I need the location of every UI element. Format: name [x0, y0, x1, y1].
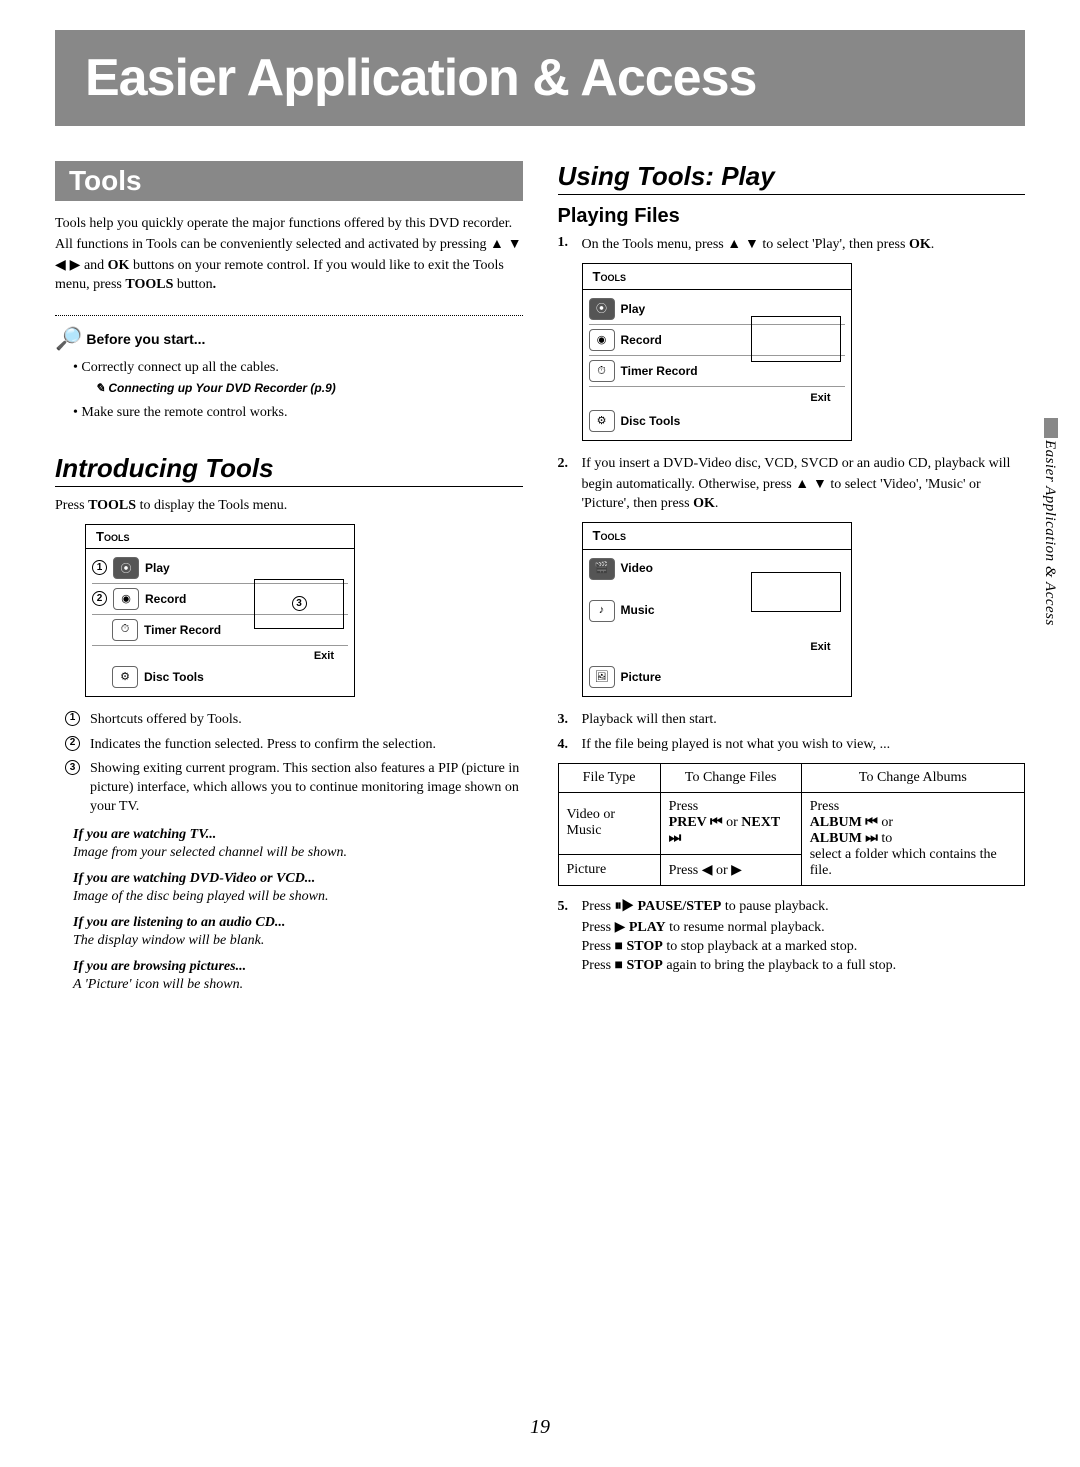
bs-ref-1-text: Connecting up Your DVD Recorder (p.9) — [108, 381, 335, 395]
pip-box: 3 — [254, 579, 344, 629]
tools-section-bar: Tools — [55, 161, 523, 201]
tools-menu-header: Tools — [86, 525, 354, 549]
scenario-1-t: Image from your selected channel will be… — [73, 845, 523, 861]
step-2: If you insert a DVD-Video disc, VCD, SVC… — [558, 455, 1026, 697]
m2-timer-icon: ⏱ — [589, 360, 615, 382]
menu-item-disc: Disc Tools — [144, 670, 204, 684]
bs-bullet-2: • Make sure the remote control works. — [55, 403, 523, 423]
file-type-table: File Type To Change Files To Change Albu… — [558, 763, 1026, 886]
scenario-4-h: If you are browsing pictures... — [73, 959, 523, 975]
def-2-text: Indicates the function selected. Press t… — [90, 736, 523, 755]
left-column: Tools Tools help you quickly operate the… — [55, 161, 523, 999]
def-1-num: 1 — [65, 711, 80, 726]
menu-item-record: Record — [145, 592, 186, 606]
disc-tools-menu-icon: ⚙ — [112, 666, 138, 688]
content-columns: Tools Tools help you quickly operate the… — [55, 161, 1025, 999]
magnifier-icon: 🔎 — [55, 326, 82, 352]
page-title-bar: Easier Application & Access — [55, 30, 1025, 126]
m3-music: Music — [621, 602, 655, 618]
m2-record-icon: ◉ — [589, 329, 615, 351]
side-tab-text: Easier Application & Access — [1041, 440, 1058, 626]
td-picture-files: Press ◀ or ▶ — [660, 854, 801, 885]
td-vm-files: PressPREV ⏮ or NEXT ⏭ — [660, 793, 801, 855]
step-1: On the Tools menu, press ▲ ▼ to select '… — [558, 234, 1026, 441]
menu2-header: Tools — [583, 264, 851, 291]
steps-list: On the Tools menu, press ▲ ▼ to select '… — [558, 234, 1026, 755]
tools-section-title: Tools — [69, 165, 509, 197]
introducing-tools-heading: Introducing Tools — [55, 453, 523, 487]
m2-disc: Disc Tools — [621, 413, 681, 429]
td-albums: PressALBUM ⏮ orALBUM ⏭ toselect a folder… — [801, 793, 1024, 886]
def-3-text: Showing exiting current program. This se… — [90, 760, 523, 817]
m2-record: Record — [621, 332, 662, 348]
m2-pip — [751, 316, 841, 362]
step-4: If the file being played is not what you… — [558, 736, 1026, 755]
menu-exit-label: Exit — [92, 648, 348, 664]
tools-menu-diagram-1: Tools 1 ⦿ Play 2 ◉ Record ⏱ Timer Recor — [85, 524, 355, 697]
bs-ref-1: ✎ Connecting up Your DVD Recorder (p.9) — [55, 381, 523, 395]
td-picture: Picture — [558, 854, 660, 885]
m3-video-icon: 🎬 — [589, 558, 615, 580]
th-filetype: File Type — [558, 764, 660, 793]
scenario-3-h: If you are listening to an audio CD... — [73, 915, 523, 931]
m2-timer: Timer Record — [621, 363, 698, 379]
th-changealbums: To Change Albums — [801, 764, 1024, 793]
step-5: Press ⏸▶ PAUSE/STEP to pause playback. P… — [558, 898, 1026, 976]
steps-list-2: Press ⏸▶ PAUSE/STEP to pause playback. P… — [558, 898, 1026, 976]
m2-play: Play — [621, 301, 646, 317]
before-you-start-heading: 🔎 Before you start... — [55, 326, 523, 352]
callout-1-icon: 1 — [92, 560, 107, 575]
scenario-2-h: If you are watching DVD-Video or VCD... — [73, 871, 523, 887]
def-1: 1 Shortcuts offered by Tools. — [65, 711, 523, 730]
def-1-text: Shortcuts offered by Tools. — [90, 711, 523, 730]
m2-disc-icon: ⚙ — [589, 410, 615, 432]
scenario-1-h: If you are watching TV... — [73, 827, 523, 843]
tools-menu-diagram-2: Tools ⦿ Play ◉ Record ⏱ Timer Record Exit ⚙… — [582, 263, 852, 441]
record-menu-icon: ◉ — [113, 588, 139, 610]
playing-files-heading: Playing Files — [558, 205, 1026, 228]
scenario-3-t: The display window will be blank. — [73, 933, 523, 949]
menu-item-play: Play — [145, 561, 170, 575]
introducing-tools-line: Press TOOLS to display the Tools menu. — [55, 497, 523, 516]
using-tools-play-heading: Using Tools: Play — [558, 161, 1026, 195]
td-video-music: Video or Music — [558, 793, 660, 855]
dotted-divider — [55, 315, 523, 316]
callout-3-icon: 3 — [292, 596, 307, 611]
m3-exit: Exit — [589, 638, 845, 657]
m3-music-icon: ♪ — [589, 600, 615, 622]
before-you-start-label: Before you start... — [86, 331, 205, 347]
m3-video: Video — [621, 560, 653, 576]
menu3-header: Tools — [583, 523, 851, 550]
m2-play-icon: ⦿ — [589, 298, 615, 320]
callout-2-icon: 2 — [92, 591, 107, 606]
right-column: Using Tools: Play Playing Files On the T… — [558, 161, 1026, 999]
bs-bullet-1: • Correctly connect up all the cables. — [55, 358, 523, 378]
page-title: Easier Application & Access — [85, 48, 995, 108]
def-2-num: 2 — [65, 736, 80, 751]
page-number: 19 — [0, 1416, 1080, 1439]
side-tab-marker — [1044, 418, 1058, 438]
m3-picture-icon: 🖼 — [589, 666, 615, 688]
m3-picture: Picture — [621, 669, 662, 685]
tools-menu-diagram-3: Tools 🎬 Video ♪ Music Exit 🖼 Picture — [582, 522, 852, 697]
def-3-num: 3 — [65, 760, 80, 775]
play-menu-icon: ⦿ — [113, 557, 139, 579]
def-3: 3 Showing exiting current program. This … — [65, 760, 523, 817]
th-changefiles: To Change Files — [660, 764, 801, 793]
scenario-4-t: A 'Picture' icon will be shown. — [73, 977, 523, 993]
m3-pip — [751, 572, 841, 612]
timer-record-menu-icon: ⏱ — [112, 619, 138, 641]
scenario-2-t: Image of the disc being played will be s… — [73, 889, 523, 905]
def-2: 2 Indicates the function selected. Press… — [65, 736, 523, 755]
menu-item-timer: Timer Record — [144, 623, 221, 637]
tools-intro-text: Tools help you quickly operate the major… — [55, 215, 523, 295]
m2-exit: Exit — [589, 389, 845, 408]
step-3: Playback will then start. — [558, 711, 1026, 730]
